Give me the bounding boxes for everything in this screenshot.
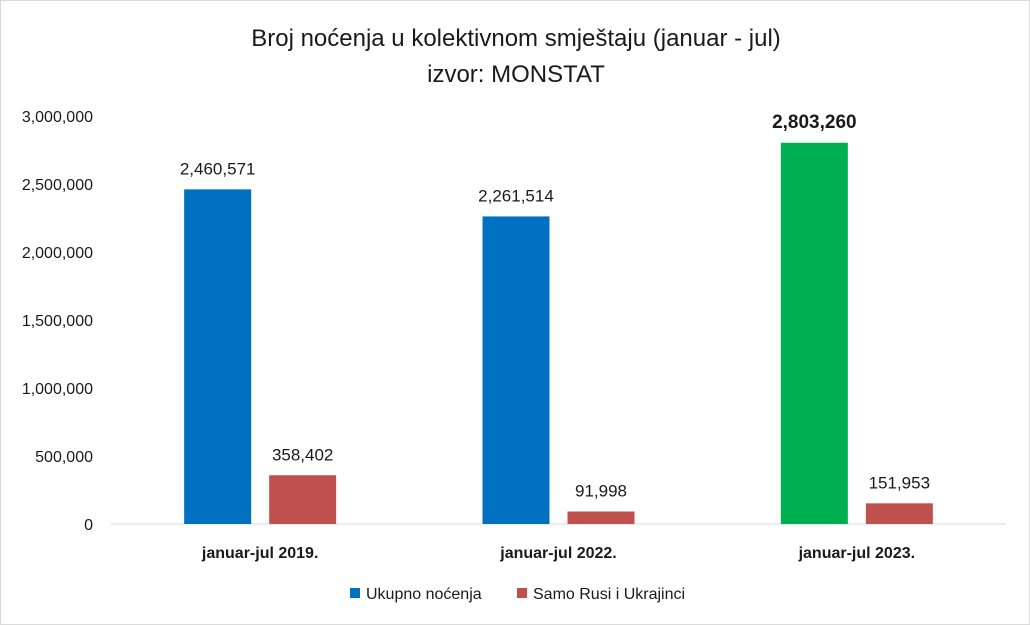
y-tick-label: 2,000,000 bbox=[22, 245, 93, 262]
x-tick-label: januar-jul 2019. bbox=[201, 545, 319, 562]
y-tick-label: 2,500,000 bbox=[22, 177, 93, 194]
bar-rusi-ukrajinci-1 bbox=[269, 475, 337, 524]
data-label: 2,803,260 bbox=[772, 112, 857, 133]
x-tick-label: januar-jul 2022. bbox=[499, 545, 617, 562]
legend-swatch bbox=[517, 588, 527, 598]
chart-title: Broj noćenja u kolektivnom smještaju (ja… bbox=[251, 25, 781, 52]
legend: Ukupno noćenja Samo Rusi i Ukrajinci bbox=[350, 586, 685, 603]
legend-swatch bbox=[350, 588, 360, 598]
y-tick-label: 500,000 bbox=[35, 449, 93, 466]
bar-ukupno-1 bbox=[184, 189, 252, 524]
bar-rusi-ukrajinci-2 bbox=[567, 511, 635, 524]
bar-rusi-ukrajinci-3 bbox=[865, 503, 933, 524]
chart-subtitle: izvor: MONSTAT bbox=[427, 61, 605, 88]
legend-label: Samo Rusi i Ukrajinci bbox=[533, 586, 685, 603]
y-tick-label: 0 bbox=[84, 517, 93, 534]
y-tick-label: 1,500,000 bbox=[22, 313, 93, 330]
data-label: 151,953 bbox=[869, 473, 930, 492]
bars-group: 2,460,571 358,402 2,261,514 91,998 2,803,260… bbox=[180, 112, 933, 525]
y-tick-label: 1,000,000 bbox=[22, 381, 93, 398]
data-label: 2,460,571 bbox=[180, 159, 256, 178]
bar-ukupno-2 bbox=[482, 216, 550, 525]
data-label: 358,402 bbox=[272, 445, 333, 464]
bar-ukupno-3 bbox=[780, 142, 848, 524]
legend-label: Ukupno noćenja bbox=[366, 586, 482, 603]
y-tick-label: 3,000,000 bbox=[22, 109, 93, 126]
data-label: 2,261,514 bbox=[478, 186, 554, 205]
x-axis: januar-jul 2019. januar-jul 2022. januar-j… bbox=[201, 545, 915, 562]
x-tick-label: januar-jul 2023. bbox=[798, 545, 916, 562]
y-axis: 0 500,000 1,000,000 1,500,000 2,000,000 2,500… bbox=[22, 109, 93, 534]
data-label: 91,998 bbox=[575, 481, 627, 500]
